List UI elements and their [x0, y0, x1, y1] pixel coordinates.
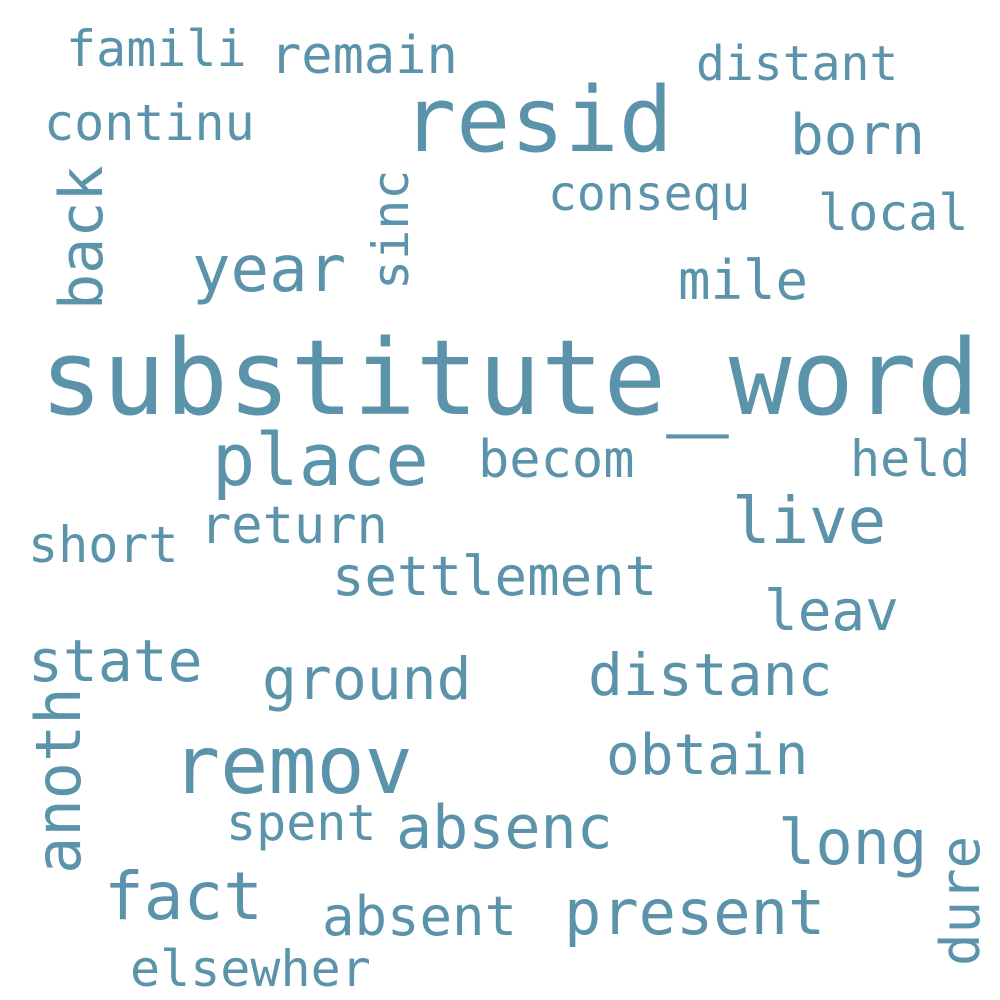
- word-continu: continu: [44, 94, 255, 152]
- word-famili: famili: [66, 20, 247, 78]
- word-short: short: [28, 516, 179, 574]
- word-local: local: [818, 184, 969, 242]
- word-consequ: consequ: [548, 166, 751, 222]
- word-remain: remain: [270, 26, 458, 86]
- word-back: back: [47, 165, 117, 311]
- word-substitute-word: substitute_word: [40, 317, 980, 439]
- word-absenc: absenc: [396, 793, 613, 863]
- word-born: born: [790, 103, 925, 168]
- word-spent: spent: [226, 794, 377, 852]
- word-distanc: distanc: [588, 641, 833, 709]
- word-present: present: [564, 876, 826, 949]
- word-state: state: [28, 627, 203, 695]
- word-obtain: obtain: [606, 723, 809, 788]
- word-mile: mile: [678, 249, 809, 312]
- word-live: live: [732, 485, 887, 559]
- word-ground: ground: [262, 645, 472, 713]
- word-elsewher: elsewher: [130, 940, 371, 998]
- word-becom: becom: [478, 430, 635, 490]
- word-long: long: [778, 806, 928, 879]
- word-absent: absent: [322, 885, 518, 948]
- word-return: return: [200, 496, 388, 556]
- word-fact: fact: [104, 858, 263, 935]
- word-anoth: anoth: [22, 687, 95, 874]
- word-place: place: [212, 418, 429, 502]
- word-settlement: settlement: [332, 545, 658, 608]
- word-dure: dure: [929, 835, 992, 966]
- word-leav: leav: [764, 579, 899, 644]
- word-year: year: [192, 233, 347, 307]
- word-distant: distant: [696, 36, 899, 92]
- word-resid: resid: [402, 68, 673, 173]
- word-sinc: sinc: [362, 169, 420, 290]
- word-remov: remov: [172, 719, 413, 812]
- word-held: held: [850, 430, 971, 488]
